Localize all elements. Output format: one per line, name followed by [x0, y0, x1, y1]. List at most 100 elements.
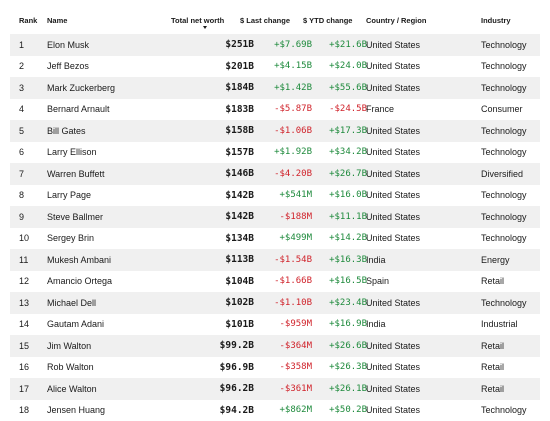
- cell-ytd-change: +$26.3B: [329, 362, 367, 372]
- cell-industry: Retail: [481, 276, 504, 286]
- cell-industry: Diversified: [481, 169, 523, 179]
- cell-name[interactable]: Amancio Ortega: [47, 276, 112, 286]
- cell-net-worth: $201B: [225, 61, 254, 72]
- column-header-rank[interactable]: Rank: [19, 16, 37, 25]
- cell-last-change: +$1.92B: [274, 147, 312, 157]
- cell-industry: Technology: [481, 405, 527, 415]
- column-header-ytd-change[interactable]: $ YTD change: [303, 16, 352, 25]
- cell-ytd-change: +$16.0B: [329, 190, 367, 200]
- cell-net-worth: $102B: [225, 297, 254, 308]
- cell-country: United States: [366, 362, 420, 372]
- cell-last-change: -$1.10B: [274, 298, 312, 308]
- cell-ytd-change: +$21.6B: [329, 40, 367, 50]
- cell-ytd-change: +$26.7B: [329, 169, 367, 179]
- cell-industry: Technology: [481, 147, 527, 157]
- cell-last-change: +$4.15B: [274, 61, 312, 71]
- cell-net-worth: $94.2B: [220, 405, 254, 416]
- cell-rank: 4: [19, 104, 24, 114]
- column-header-total-net-worth[interactable]: Total net worth: [171, 16, 224, 25]
- cell-last-change: -$1.66B: [274, 276, 312, 286]
- cell-name[interactable]: Michael Dell: [47, 298, 96, 308]
- column-header-last-change[interactable]: $ Last change: [240, 16, 290, 25]
- cell-last-change: +$1.42B: [274, 83, 312, 93]
- cell-name[interactable]: Larry Page: [47, 190, 91, 200]
- cell-name[interactable]: Warren Buffett: [47, 169, 105, 179]
- cell-net-worth: $104B: [225, 276, 254, 287]
- cell-name[interactable]: Larry Ellison: [47, 147, 97, 157]
- column-header-country[interactable]: Country / Region: [366, 16, 426, 25]
- cell-rank: 18: [19, 405, 29, 415]
- cell-name[interactable]: Alice Walton: [47, 384, 97, 394]
- cell-name[interactable]: Gautam Adani: [47, 319, 104, 329]
- cell-rank: 11: [19, 255, 28, 265]
- cell-name[interactable]: Steve Ballmer: [47, 212, 103, 222]
- cell-net-worth: $157B: [225, 147, 254, 158]
- cell-net-worth: $158B: [225, 125, 254, 136]
- cell-name[interactable]: Mark Zuckerberg: [47, 83, 115, 93]
- cell-name[interactable]: Bill Gates: [47, 126, 86, 136]
- cell-rank: 6: [19, 147, 24, 157]
- cell-ytd-change: +$55.6B: [329, 83, 367, 93]
- cell-country: United States: [366, 212, 420, 222]
- cell-country: Spain: [366, 276, 389, 286]
- cell-name[interactable]: Elon Musk: [47, 40, 89, 50]
- column-header-name[interactable]: Name: [47, 16, 67, 25]
- cell-ytd-change: +$23.4B: [329, 298, 367, 308]
- cell-name[interactable]: Mukesh Ambani: [47, 255, 111, 265]
- cell-ytd-change: +$17.3B: [329, 126, 367, 136]
- cell-ytd-change: +$34.2B: [329, 147, 367, 157]
- table-header: Rank Name Total net worth $ Last change …: [10, 12, 540, 34]
- cell-last-change: -$188M: [279, 212, 312, 222]
- cell-ytd-change: +$16.5B: [329, 276, 367, 286]
- cell-net-worth: $142B: [225, 211, 254, 222]
- cell-industry: Technology: [481, 190, 527, 200]
- cell-rank: 9: [19, 212, 24, 222]
- sort-descending-icon[interactable]: [203, 26, 207, 29]
- cell-country: United States: [366, 40, 420, 50]
- column-header-industry[interactable]: Industry: [481, 16, 511, 25]
- cell-name[interactable]: Jensen Huang: [47, 405, 105, 415]
- cell-industry: Retail: [481, 384, 504, 394]
- cell-country: United States: [366, 405, 420, 415]
- cell-ytd-change: +$26.1B: [329, 384, 367, 394]
- cell-name[interactable]: Jim Walton: [47, 341, 91, 351]
- cell-industry: Technology: [481, 233, 527, 243]
- cell-name[interactable]: Rob Walton: [47, 362, 94, 372]
- cell-last-change: -$361M: [279, 384, 312, 394]
- cell-industry: Retail: [481, 362, 504, 372]
- cell-last-change: -$1.54B: [274, 255, 312, 265]
- cell-net-worth: $183B: [225, 104, 254, 115]
- cell-country: India: [366, 255, 386, 265]
- cell-net-worth: $184B: [225, 82, 254, 93]
- cell-last-change: -$364M: [279, 341, 312, 351]
- cell-country: United States: [366, 190, 420, 200]
- cell-name[interactable]: Jeff Bezos: [47, 61, 89, 71]
- cell-name[interactable]: Sergey Brin: [47, 233, 94, 243]
- billionaires-table: Rank Name Total net worth $ Last change …: [10, 12, 540, 421]
- cell-ytd-change: +$14.2B: [329, 233, 367, 243]
- cell-rank: 17: [19, 384, 29, 394]
- cell-country: India: [366, 319, 386, 329]
- cell-rank: 3: [19, 83, 24, 93]
- cell-rank: 13: [19, 298, 29, 308]
- cell-name[interactable]: Bernard Arnault: [47, 104, 110, 114]
- cell-ytd-change: +$16.3B: [329, 255, 367, 265]
